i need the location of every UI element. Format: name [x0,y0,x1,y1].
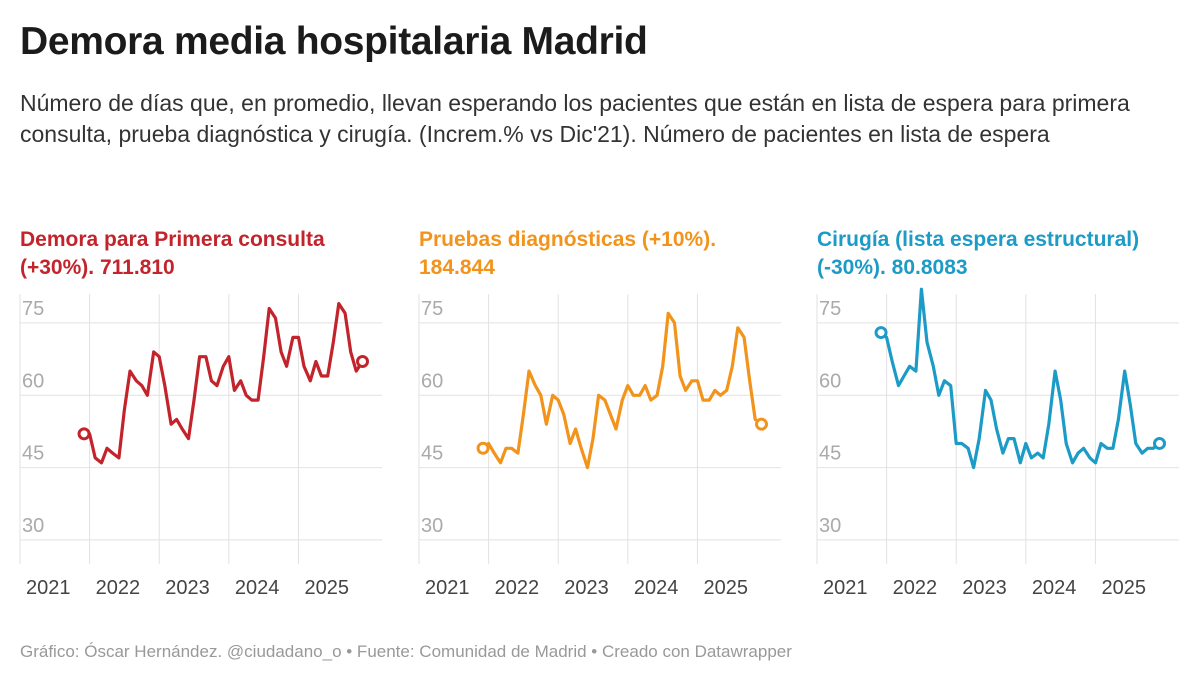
x-tick-label: 2025 [304,577,349,599]
x-tick-label: 2021 [823,577,868,599]
panel-title: Cirugía (lista espera estructural) (-30%… [817,228,1140,279]
panel-title: Pruebas diagnósticas (+10%). 184.844 [419,228,717,279]
line-chart-svg: 30 45 60 75 2021 2022 2023 2024 2025 [816,287,1179,599]
line-chart-svg: 30 45 60 75 2021 2022 2023 2024 2025 [418,294,781,599]
chart-subtitle: Número de días que, en promedio, llevan … [20,90,1130,147]
y-tick-label: 30 [22,515,44,537]
x-tick-label: 2023 [962,577,1007,599]
x-tick-label: 2022 [495,577,539,599]
y-tick-label: 75 [421,298,443,320]
y-tick-label: 60 [819,370,841,392]
y-tick-label: 60 [22,370,44,392]
line-chart-svg: 30 45 60 75 2021 2022 2023 2024 2025 [19,294,382,599]
start-point-marker [77,427,91,441]
y-tick-label: 60 [421,370,443,392]
x-tick-label: 2021 [425,577,470,599]
x-tick-label: 2024 [634,577,679,599]
series-line [82,302,365,465]
y-tick-label: 30 [421,515,443,537]
series-line [879,287,1162,470]
series-line [481,311,764,470]
end-point-marker [1153,436,1167,450]
small-multiple-cirugia: Cirugía (lista espera estructural) (-30%… [816,226,1179,606]
start-point-marker [874,326,888,340]
chart-title: Demora media hospitalaria Madrid [20,20,648,63]
x-tick-label: 2022 [893,577,938,599]
gridlines [418,294,781,564]
small-multiple-primera-consulta: Demora para Primera consulta (+30%). 711… [19,226,382,606]
panel-title: Demora para Primera consulta (+30%). 711… [20,228,325,279]
y-tick-label: 30 [819,515,841,537]
end-point-marker [356,355,370,368]
gridlines [19,294,382,564]
x-tick-label: 2022 [96,577,141,599]
y-tick-label: 75 [819,298,841,320]
y-tick-label: 45 [421,443,443,465]
x-tick-label: 2021 [26,577,71,599]
x-tick-label: 2024 [1032,577,1077,599]
gridlines [816,294,1179,564]
end-point-marker [755,417,769,431]
y-tick-label: 45 [819,443,841,465]
x-tick-label: 2023 [564,577,609,599]
small-multiple-pruebas-diagnosticas: Pruebas diagnósticas (+10%). 184.844 30 4… [418,226,781,606]
start-point-marker [476,441,490,455]
x-tick-label: 2024 [235,577,280,599]
x-tick-label: 2025 [1101,577,1146,599]
source-footer: Gráfico: Óscar Hernández. @ciudadano_o •… [20,642,792,661]
x-tick-label: 2025 [703,577,748,599]
x-tick-label: 2023 [165,577,210,599]
y-tick-label: 75 [22,298,44,320]
y-tick-label: 45 [22,443,44,465]
